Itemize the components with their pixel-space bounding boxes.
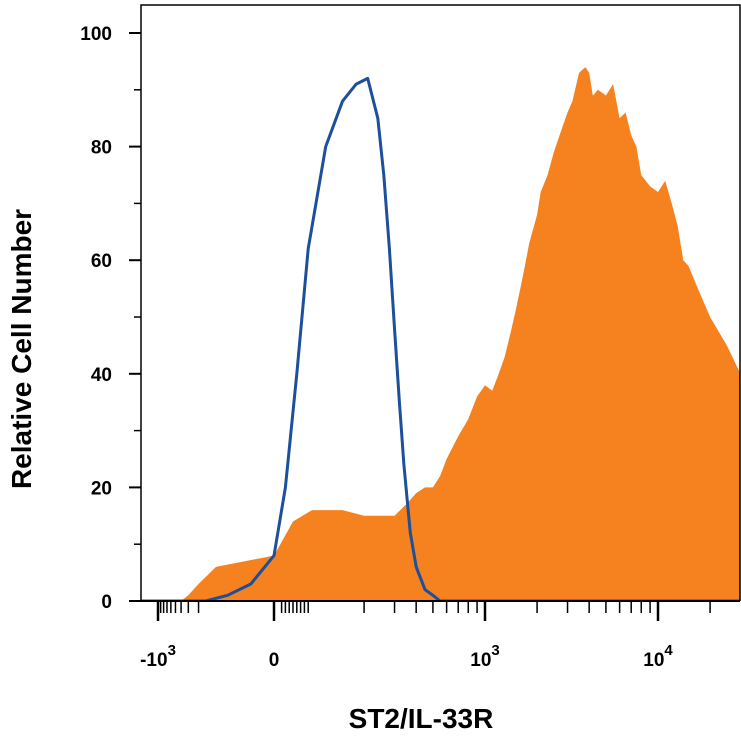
x-tick-base: 0 <box>269 650 280 671</box>
x-axis-title: ST2/IL-33R <box>349 703 494 734</box>
plot-area <box>140 4 741 601</box>
x-tick-exponent: 4 <box>664 642 673 659</box>
series-fill-stained <box>141 67 740 601</box>
x-axis: -1030103104105 <box>140 600 740 671</box>
x-tick-exponent: 3 <box>168 642 176 659</box>
x-tick-label-10000: 104 <box>643 642 673 671</box>
y-axis: 0 20 40 60 80 100 <box>80 24 141 613</box>
y-tick-label-20: 20 <box>91 478 112 499</box>
y-tick-label-40: 40 <box>91 365 112 386</box>
y-tick-label-0: 0 <box>101 592 112 613</box>
x-tick-base: 10 <box>470 650 491 671</box>
y-axis-title: Relative Cell Number <box>6 209 37 489</box>
x-tick-label--1000: -103 <box>140 642 176 671</box>
x-tick-base: -10 <box>140 650 167 671</box>
x-tick-label-1000: 103 <box>470 642 499 671</box>
series-line-isotype <box>141 76 740 601</box>
y-tick-label-60: 60 <box>91 251 112 272</box>
x-tick-base: 10 <box>643 650 664 671</box>
y-tick-label-80: 80 <box>91 138 112 159</box>
x-tick-label-0: 0 <box>269 650 280 671</box>
x-tick-exponent: 3 <box>491 642 499 659</box>
plot-frame <box>140 4 741 601</box>
series-group <box>141 67 740 601</box>
y-tick-label-100: 100 <box>80 24 112 45</box>
